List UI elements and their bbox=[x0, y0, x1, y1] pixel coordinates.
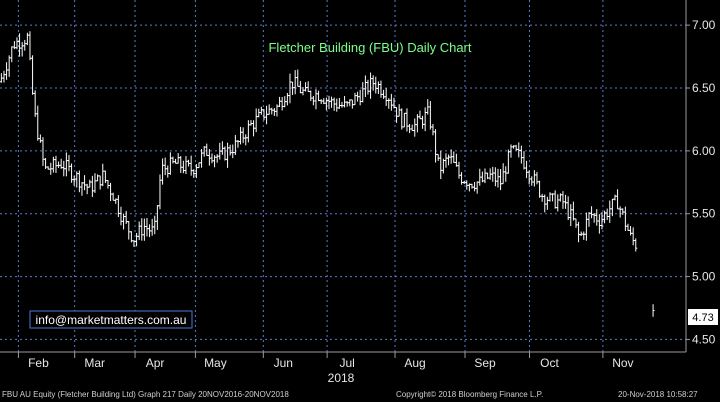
y-tick-label: 6.50 bbox=[692, 81, 716, 95]
footer-timestamp-text: 20-Nov-2018 10:58:27 bbox=[618, 390, 698, 399]
x-tick-label: May bbox=[204, 356, 227, 370]
last-price-value: 4.73 bbox=[692, 312, 713, 324]
chart-title: Fletcher Building (FBU) Daily Chart bbox=[268, 40, 471, 55]
x-tick-label: Mar bbox=[84, 356, 105, 370]
email-box-border bbox=[29, 310, 193, 329]
y-tick-label: 4.50 bbox=[692, 332, 716, 346]
y-tick-label: 5.00 bbox=[692, 270, 716, 284]
y-axis-ticks: 7.00 6.50 6.00 5.50 5.00 4.50 bbox=[686, 18, 716, 346]
last-price-box bbox=[688, 309, 718, 325]
y-tick-label: 6.00 bbox=[692, 144, 716, 158]
x-axis-ticks: Feb Mar Apr May Jun Jul Aug Sep Oct Nov bbox=[17, 352, 634, 370]
footer-left-text: FBU AU Equity (Fletcher Building Ltd) Gr… bbox=[2, 390, 289, 399]
x-axis-year-label: 2018 bbox=[328, 371, 355, 385]
x-tick-label: Jun bbox=[274, 356, 293, 370]
x-tick-label: Aug bbox=[404, 356, 425, 370]
ohlc-bars bbox=[0, 31, 655, 317]
x-tick-label: Oct bbox=[540, 356, 559, 370]
x-tick-label: Sep bbox=[474, 356, 496, 370]
email-link[interactable]: info@marketmatters.com.au bbox=[36, 313, 187, 327]
x-tick-label: Feb bbox=[28, 356, 49, 370]
email-box[interactable]: info@marketmatters.com.au bbox=[29, 310, 193, 329]
last-price-label: 4.73 bbox=[688, 309, 718, 325]
x-tick-label: Jul bbox=[339, 356, 354, 370]
x-tick-label: Apr bbox=[146, 356, 165, 370]
footer: FBU AU Equity (Fletcher Building Ltd) Gr… bbox=[0, 388, 720, 402]
y-tick-label: 5.50 bbox=[692, 207, 716, 221]
x-tick-label: Nov bbox=[612, 356, 633, 370]
footer-copyright-text: Copyright© 2018 Bloomberg Finance L.P. bbox=[396, 390, 544, 399]
y-tick-label: 7.00 bbox=[692, 18, 716, 32]
